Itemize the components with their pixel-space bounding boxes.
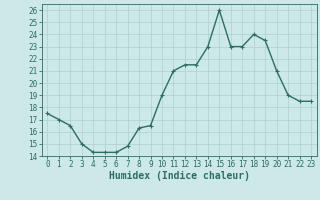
X-axis label: Humidex (Indice chaleur): Humidex (Indice chaleur) xyxy=(109,171,250,181)
